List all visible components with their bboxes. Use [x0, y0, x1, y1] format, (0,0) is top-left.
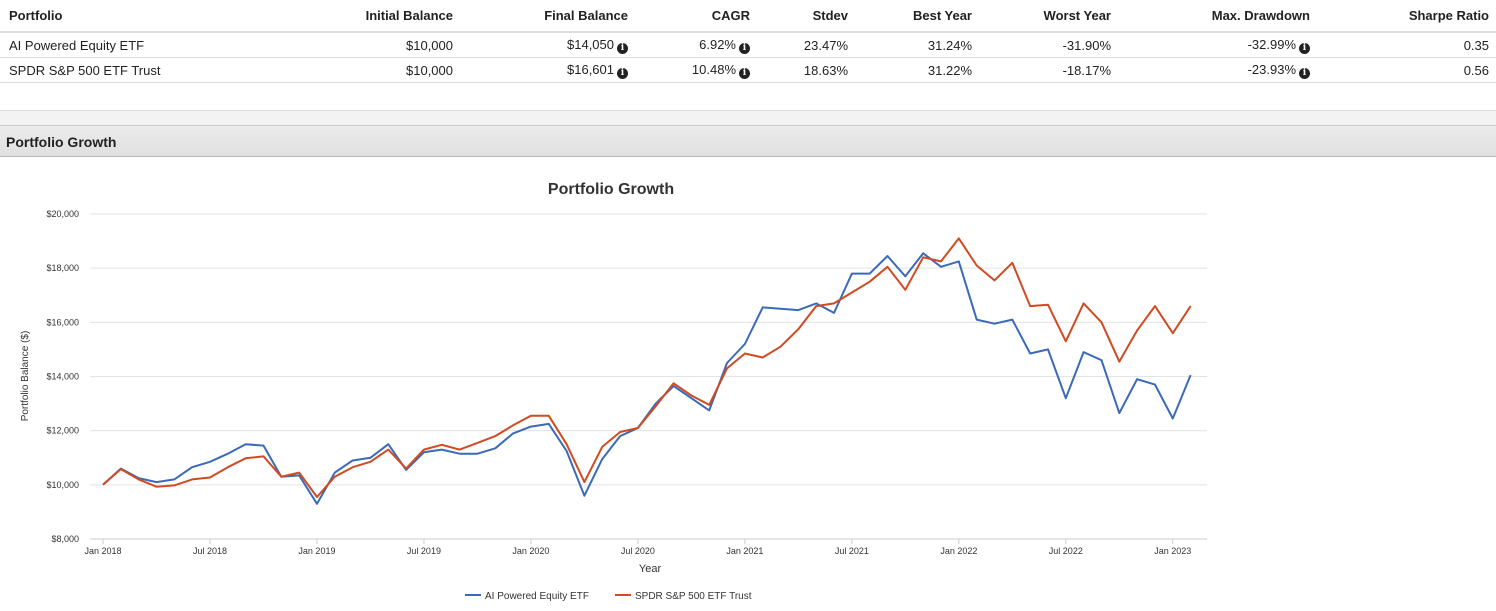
- table-row: SPDR S&P 500 ETF Trust $10,000 $16,601 i 10.…: [0, 57, 1496, 83]
- x-tick-label: Jan 2019: [298, 546, 335, 556]
- y-axis-label: Portfolio Balance ($): [20, 331, 31, 422]
- table-cell: 0.56: [1317, 57, 1496, 83]
- column-header[interactable]: Stdev: [757, 0, 855, 33]
- table-cell: -23.93% i: [1118, 57, 1317, 83]
- table-cell: 10.48% i: [635, 57, 757, 83]
- info-icon[interactable]: i: [1299, 67, 1310, 79]
- performance-table: Portfolio Initial Balance Final Balance CAG…: [0, 0, 1496, 83]
- table-header-row: Portfolio Initial Balance Final Balance CAG…: [0, 0, 1496, 33]
- section-header: Portfolio Growth: [0, 125, 1496, 157]
- table-cell: -18.17%: [979, 57, 1118, 83]
- info-icon[interactable]: i: [739, 42, 750, 54]
- cell-value: SPDR S&P 500 ETF Trust: [9, 62, 161, 78]
- cell-value: -32.99%: [1247, 36, 1296, 52]
- column-header[interactable]: Max. Drawdown: [1118, 0, 1317, 33]
- y-tick-label: $16,000: [46, 317, 79, 327]
- section-title: Portfolio Growth: [6, 134, 117, 150]
- x-tick-label: Jan 2023: [1154, 546, 1191, 556]
- legend-label: SPDR S&P 500 ETF Trust: [635, 591, 752, 602]
- table-row: AI Powered Equity ETF $10,000 $14,050 i 6.92…: [0, 32, 1496, 58]
- x-tick-label: Jul 2022: [1049, 546, 1083, 556]
- table-cell: 31.22%: [855, 57, 979, 83]
- cell-value: 31.22%: [927, 62, 972, 78]
- section-gap: [0, 110, 1496, 126]
- x-tick-label: Jan 2021: [726, 546, 763, 556]
- series-line-0: [102, 252, 1192, 505]
- column-header[interactable]: Best Year: [855, 0, 979, 33]
- column-header[interactable]: Worst Year: [979, 0, 1118, 33]
- y-tick-label: $20,000: [46, 209, 79, 219]
- cell-value: $10,000: [406, 62, 453, 78]
- cell-value: $14,050: [567, 36, 614, 52]
- table-cell: 23.47%: [757, 32, 855, 58]
- cell-value: AI Powered Equity ETF: [9, 37, 145, 53]
- cell-value: -31.90%: [1062, 37, 1111, 53]
- table-cell: SPDR S&P 500 ETF Trust: [0, 57, 300, 83]
- cell-value: 18.63%: [803, 62, 848, 78]
- x-tick-label: Jul 2021: [835, 546, 869, 556]
- column-header[interactable]: Sharpe Ratio: [1317, 0, 1496, 33]
- info-icon[interactable]: i: [1299, 42, 1310, 54]
- chart-title: Portfolio Growth: [548, 181, 674, 198]
- cell-value: $16,601: [567, 61, 614, 77]
- table-cell: AI Powered Equity ETF: [0, 32, 300, 58]
- cell-value: 0.56: [1463, 62, 1489, 78]
- legend-label: AI Powered Equity ETF: [485, 591, 589, 602]
- y-tick-label: $8,000: [51, 534, 79, 544]
- info-icon[interactable]: i: [617, 67, 628, 79]
- cell-value: 23.47%: [803, 37, 848, 53]
- table-cell: $14,050 i: [460, 32, 635, 58]
- table-cell: 6.92% i: [635, 32, 757, 58]
- x-tick-label: Jan 2020: [512, 546, 549, 556]
- cell-value: 31.24%: [927, 37, 972, 53]
- x-tick-label: Jul 2019: [407, 546, 441, 556]
- info-icon[interactable]: i: [617, 42, 628, 54]
- x-tick-label: Jul 2018: [193, 546, 227, 556]
- table-cell: $10,000: [300, 32, 460, 58]
- table-cell: $10,000: [300, 57, 460, 83]
- column-header[interactable]: Initial Balance: [300, 0, 460, 33]
- cell-value: -18.17%: [1062, 62, 1111, 78]
- y-tick-label: $10,000: [46, 480, 79, 490]
- cell-value: 10.48%: [691, 61, 736, 77]
- table-cell: 31.24%: [855, 32, 979, 58]
- column-header[interactable]: Final Balance: [460, 0, 635, 33]
- y-tick-label: $18,000: [46, 263, 79, 273]
- x-tick-label: Jul 2020: [621, 546, 655, 556]
- cell-value: 0.35: [1463, 37, 1489, 53]
- table-cell: 18.63%: [757, 57, 855, 83]
- table-cell: 0.35: [1317, 32, 1496, 58]
- x-axis-label: Year: [639, 563, 662, 575]
- table-cell: -31.90%: [979, 32, 1118, 58]
- y-tick-label: $14,000: [46, 372, 79, 382]
- info-icon[interactable]: i: [739, 67, 750, 79]
- cell-value: 6.92%: [699, 36, 736, 52]
- portfolio-growth-chart: Portfolio Growth $8,000 $10,000 $12,000 $14,…: [20, 181, 1207, 602]
- y-tick-label: $12,000: [46, 426, 79, 436]
- column-header[interactable]: Portfolio: [0, 0, 300, 33]
- cell-value: -23.93%: [1247, 61, 1296, 77]
- table-cell: $16,601 i: [460, 57, 635, 83]
- table-cell: -32.99% i: [1118, 32, 1317, 58]
- x-tick-label: Jan 2018: [84, 546, 121, 556]
- series-line-1: [102, 237, 1192, 498]
- x-tick-label: Jan 2022: [940, 546, 977, 556]
- cell-value: $10,000: [406, 37, 453, 53]
- column-header[interactable]: CAGR: [635, 0, 757, 33]
